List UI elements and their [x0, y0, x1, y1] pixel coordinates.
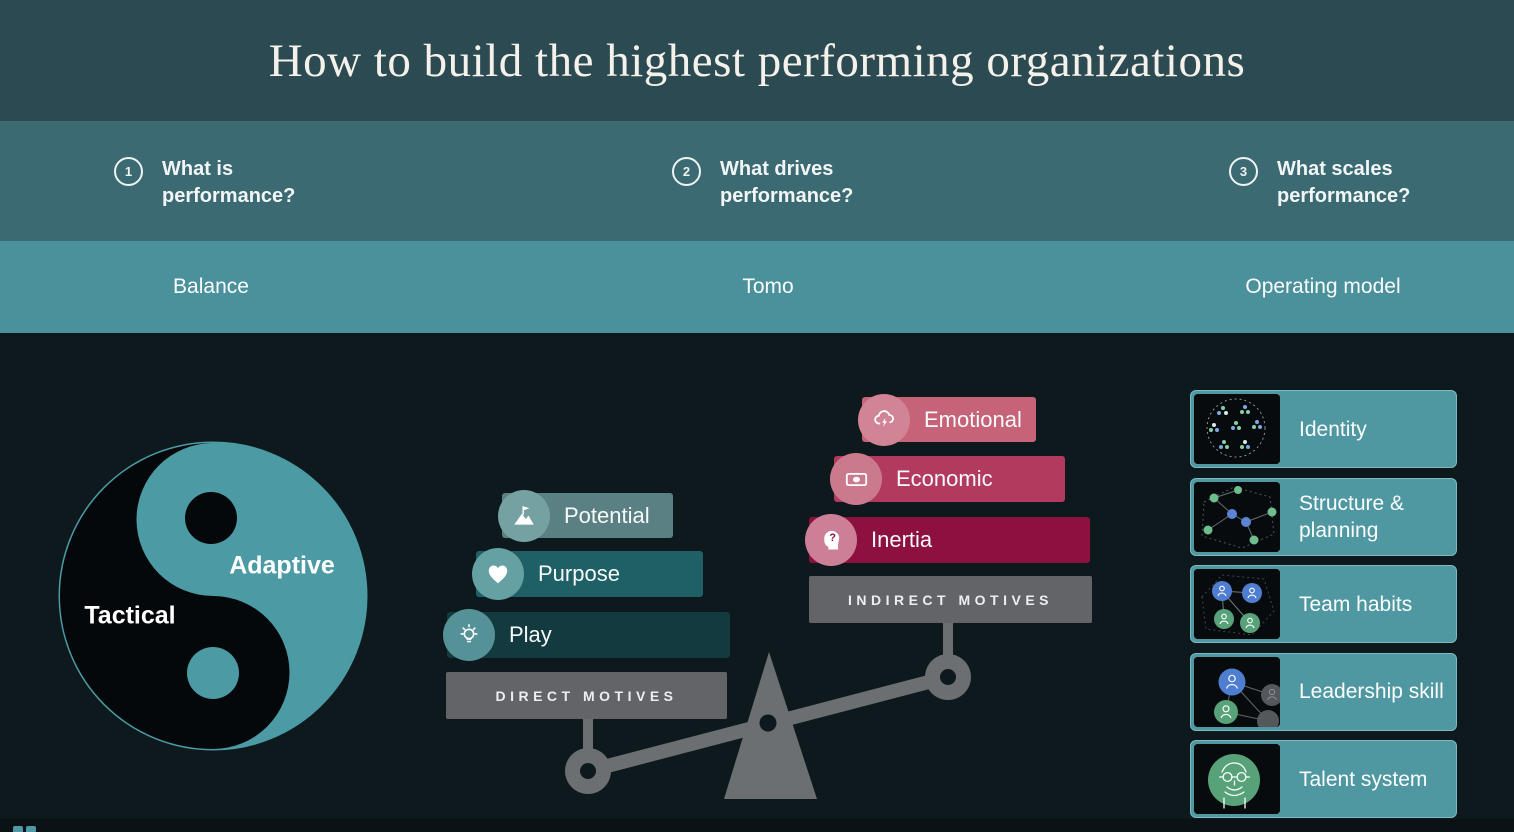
card-talent-system-label: Talent system — [1299, 767, 1428, 791]
lightbulb-icon — [443, 609, 495, 661]
step-2-badge: 2 — [672, 157, 701, 186]
inertia-label: Inertia — [871, 527, 933, 552]
bottom-strip — [0, 819, 1514, 832]
potential-label: Potential — [564, 502, 650, 528]
step-1-badge: 1 — [114, 157, 143, 186]
indirect-motives-bar: INDIRECT MOTIVES — [809, 576, 1092, 623]
motive-pill-economic: Economic — [830, 453, 1065, 505]
question-2: 2 What drives performance? — [672, 156, 853, 210]
answer-tomo: Tomo — [742, 275, 794, 298]
yang-dot — [187, 647, 239, 699]
logo-mark — [13, 826, 36, 832]
card-talent-system: Talent system — [1190, 740, 1457, 818]
answer-balance: Balance — [173, 275, 249, 298]
title-bar: How to build the highest performing orga… — [0, 0, 1514, 121]
question-3-label: What scales performance? — [1277, 158, 1411, 207]
svg-text:?: ? — [829, 532, 836, 544]
direct-motives-bar: DIRECT MOTIVES — [446, 672, 727, 719]
page-title: How to build the highest performing orga… — [268, 34, 1246, 87]
main-area: Tactical Adaptive Potential — [0, 333, 1514, 832]
heart-icon — [472, 548, 524, 600]
economic-label: Economic — [896, 466, 993, 491]
questions-band: 1 What is performance? 2 What drives per… — [0, 121, 1514, 241]
pivot-dot — [759, 714, 777, 732]
card-structure-planning: Structure & planning — [1190, 477, 1457, 556]
answers-band: Balance Tomo Operating model — [0, 241, 1514, 333]
question-3: 3 What scales performance? — [1229, 156, 1410, 210]
card-team-habits-label: Team habits — [1299, 592, 1413, 616]
direct-motives-label: DIRECT MOTIVES — [495, 687, 678, 704]
yin-dot — [185, 492, 237, 544]
card-team-habits: Team habits — [1190, 565, 1457, 643]
tactical-label: Tactical — [84, 601, 176, 630]
question-1: 1 What is performance? — [114, 156, 295, 210]
yin-yang-diagram — [58, 441, 368, 751]
team-habits-thumbnail — [1194, 569, 1280, 639]
structure-planning-thumbnail — [1194, 481, 1280, 552]
storm-cloud-icon — [858, 393, 910, 446]
play-label: Play — [509, 622, 552, 647]
adaptive-label: Adaptive — [229, 551, 335, 580]
card-identity: Identity — [1190, 390, 1457, 468]
card-leadership-skill: Leadership skill — [1190, 652, 1457, 731]
motive-pill-potential: Potential — [498, 489, 673, 542]
motive-pill-emotional: Emotional — [858, 393, 1036, 446]
question-2-label: What drives performance? — [720, 158, 854, 207]
motive-pill-play: Play — [443, 609, 730, 661]
seesaw-balance-graphic — [565, 620, 971, 799]
purpose-label: Purpose — [538, 561, 620, 586]
indirect-motives-label: INDIRECT MOTIVES — [847, 591, 1053, 608]
motive-pill-inertia: ? Inertia — [805, 514, 1090, 566]
answer-operating-model: Operating model — [1245, 275, 1401, 298]
operating-model-cards: Identity Structure & planning — [1190, 390, 1457, 818]
talent-system-thumbnail — [1194, 744, 1280, 814]
card-leadership-skill-label: Leadership skill — [1299, 680, 1444, 703]
banknote-icon — [830, 453, 882, 505]
head-question-icon: ? — [805, 514, 857, 566]
emotional-label: Emotional — [924, 406, 1022, 432]
mountain-flag-icon — [498, 489, 550, 542]
leadership-skill-thumbnail — [1194, 656, 1280, 727]
card-structure-planning-label: Structure & planning — [1299, 491, 1405, 542]
step-3-badge: 3 — [1229, 157, 1258, 186]
identity-thumbnail — [1194, 394, 1280, 464]
motive-pill-purpose: Purpose — [472, 548, 703, 600]
card-identity-label: Identity — [1299, 417, 1367, 441]
question-1-label: What is performance? — [162, 158, 296, 207]
